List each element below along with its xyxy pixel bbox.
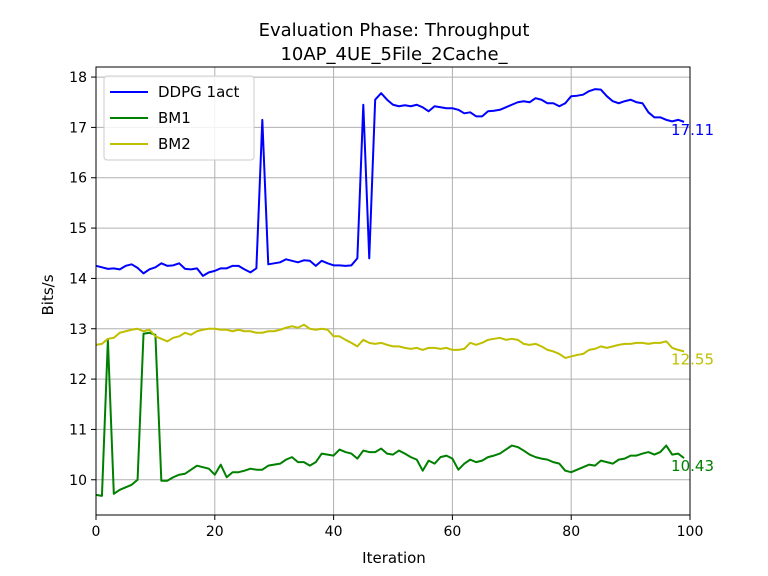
plot-area xyxy=(95,66,691,516)
series-line-ddpg-1act xyxy=(95,88,685,277)
y-tick-label: 15 xyxy=(69,221,87,237)
series-line-bm1 xyxy=(95,331,685,497)
chart-title-line2: 10AP_4UE_5File_2Cache_ xyxy=(280,44,508,65)
series-line-bm2 xyxy=(95,323,685,359)
legend: DDPG 1act BM1 BM2 xyxy=(103,75,255,161)
x-tick-label: 100 xyxy=(677,524,704,540)
x-tick-label: 40 xyxy=(325,524,343,540)
axis-ticks: 0 20 40 60 80 100 10 11 12 13 14 15 16 17 18 xyxy=(69,70,703,540)
chart-title-line1: Evaluation Phase: Throughput xyxy=(259,20,530,41)
end-label-bm2: 12.55 xyxy=(671,350,714,368)
x-tick-label: 60 xyxy=(443,524,461,540)
y-tick-label: 13 xyxy=(69,322,87,338)
x-tick-label: 20 xyxy=(206,524,224,540)
series-lines xyxy=(95,88,685,497)
y-tick-label: 14 xyxy=(69,271,87,287)
y-tick-label: 16 xyxy=(69,171,87,187)
y-tick-label: 10 xyxy=(69,473,87,489)
legend-label-ddpg: DDPG 1act xyxy=(158,83,240,101)
x-tick-label: 80 xyxy=(562,524,580,540)
y-tick-label: 11 xyxy=(69,422,87,438)
y-axis-label: Bits/s xyxy=(39,274,57,315)
legend-label-bm2: BM2 xyxy=(158,135,191,153)
end-value-labels: 17.11 10.43 12.55 xyxy=(671,121,714,475)
end-label-ddpg-1act: 17.11 xyxy=(671,121,714,139)
y-tick-label: 12 xyxy=(69,372,87,388)
legend-label-bm1: BM1 xyxy=(158,109,191,127)
legend-box xyxy=(103,75,255,161)
y-tick-label: 17 xyxy=(69,120,87,136)
end-label-bm1: 10.43 xyxy=(671,457,714,475)
x-axis-label: Iteration xyxy=(362,549,426,567)
y-tick-label: 18 xyxy=(69,70,87,86)
x-tick-label: 0 xyxy=(92,524,101,540)
